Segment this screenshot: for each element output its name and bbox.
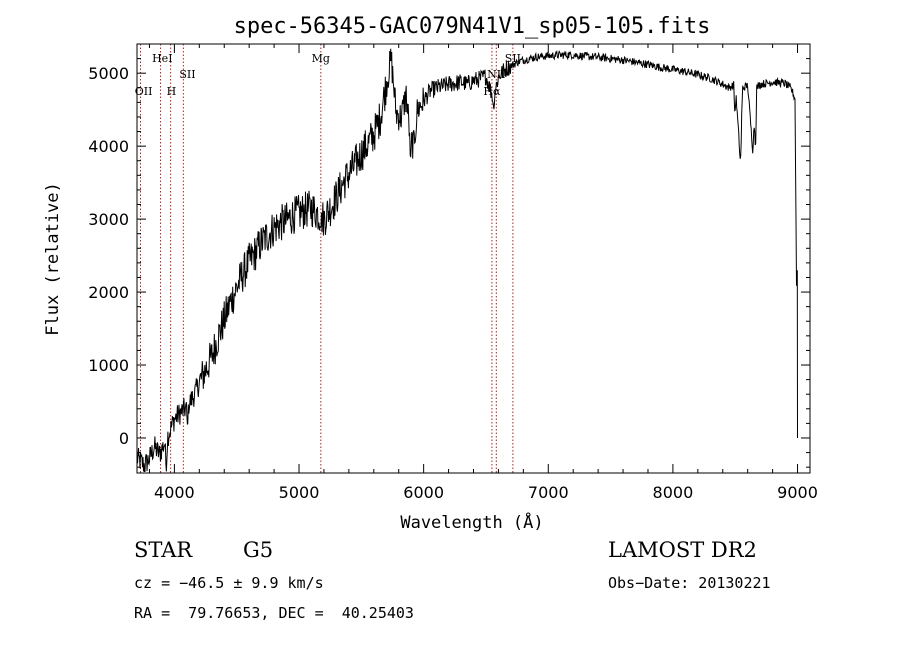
x-tick-label: 7000 — [528, 483, 569, 502]
velocity-readout: cz = −46.5 ± 9.9 km/s — [134, 574, 324, 592]
object-subclass: G5 — [243, 538, 274, 562]
y-tick-label: 5000 — [88, 64, 129, 83]
x-axis-ticks: 4000 5000 6000 7000 8000 9000 — [148, 44, 818, 502]
obs-date: Obs−Date: 20130221 — [608, 574, 771, 592]
x-tick-label: 6000 — [403, 483, 444, 502]
line-marker-label: H — [167, 85, 177, 98]
chart-title: spec-56345-GAC079N41V1_sp05-105.fits — [234, 14, 711, 39]
y-tick-label: 1000 — [88, 356, 129, 375]
emission-line-markers — [139, 44, 514, 473]
x-tick-label: 9000 — [777, 483, 818, 502]
y-tick-label: 2000 — [88, 283, 129, 302]
y-tick-label: 4000 — [88, 137, 129, 156]
plot-frame — [136, 43, 811, 474]
survey-name: LAMOST DR2 — [608, 538, 757, 562]
x-axis-label: Wavelength (Å) — [400, 511, 543, 533]
y-axis-ticks: 0 1000 2000 3000 4000 5000 — [88, 43, 810, 468]
object-class: STAR — [134, 538, 193, 562]
y-tick-label: 3000 — [88, 210, 129, 229]
line-marker-label: HeI — [152, 52, 172, 65]
x-tick-label: 8000 — [653, 483, 694, 502]
spectrum-line — [136, 48, 798, 472]
line-marker-label: Mg — [312, 52, 330, 65]
line-marker-label: SII — [179, 68, 195, 81]
y-tick-label: 0 — [119, 429, 129, 448]
x-tick-label: 5000 — [279, 483, 320, 502]
coordinates-readout: RA = 79.76653, DEC = 40.25403 — [134, 604, 414, 622]
x-tick-label: 4000 — [154, 483, 195, 502]
y-axis-label: Flux (relative) — [43, 182, 63, 336]
